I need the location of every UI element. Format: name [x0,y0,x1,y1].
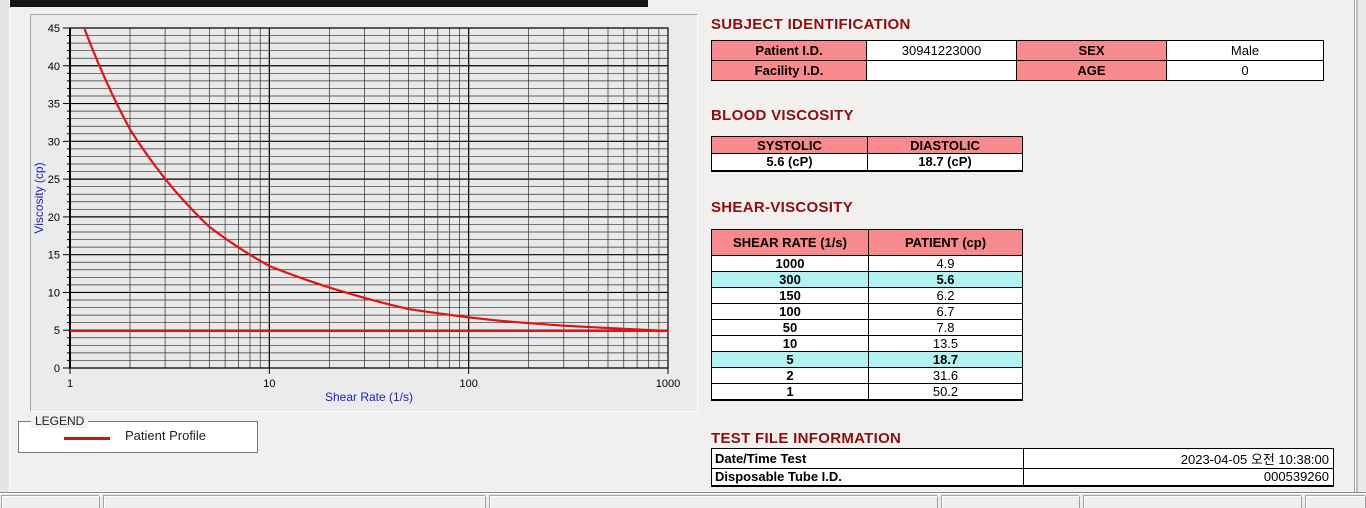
svg-text:40: 40 [48,61,60,73]
top-edge-bar [8,0,648,7]
table-row: 300 5.6 [711,271,1023,288]
shear-viscosity-table: SHEAR RATE (1/s) PATIENT (cp) 1000 4.9 300 5.… [711,229,1023,401]
subject-label-cell: AGE [1016,60,1167,81]
svg-text:30: 30 [48,136,60,148]
svg-text:20: 20 [48,212,60,224]
bottom-panel-segment[interactable] [1306,496,1366,508]
legend-line-swatch-icon [64,437,110,440]
subject-label-cell: Facility I.D. [711,60,867,81]
svg-text:1: 1 [67,378,73,390]
table-row: SHEAR RATE (1/s) PATIENT (cp) [711,229,1023,256]
subject-value-cell: 0 [1166,60,1324,81]
left-window-edge [0,0,10,508]
table-row: 5.6 (cP) 18.7 (cP) [711,153,1023,171]
subject-label-cell: Patient I.D. [711,40,867,61]
svg-text:Viscosity (cp): Viscosity (cp) [32,162,46,233]
patient-viscosity-cell: 4.9 [868,255,1023,272]
shear-rate-cell: 100 [711,303,869,320]
blood-viscosity-value-cell: 5.6 (cP) [711,153,868,171]
patient-viscosity-cell: 6.2 [868,287,1023,304]
svg-text:25: 25 [48,174,60,186]
shear-rate-cell: 2 [711,367,869,384]
legend-box: LEGEND Patient Profile [18,414,258,453]
test-file-label-cell: Disposable Tube I.D. [711,468,1024,486]
blood-viscosity-header-cell: SYSTOLIC [711,136,868,154]
bottom-panel-segment[interactable] [942,496,1080,508]
shear-rate-cell: 50 [711,319,869,336]
svg-text:5: 5 [54,325,60,337]
table-row: Facility I.D. AGE 0 [711,60,1324,81]
chart-panel: 0 5 10 15 20 25 30 35 40 45 1 10 100 1000 Shear Rate (… [30,14,698,412]
patient-viscosity-cell: 13.5 [868,335,1023,352]
section-title-shear-viscosity: SHEAR-VISCOSITY [711,199,854,216]
svg-text:45: 45 [48,23,60,35]
shear-viscosity-chart: 0 5 10 15 20 25 30 35 40 45 1 10 100 1000 Shear Rate (… [32,23,680,404]
bottom-panel-segment[interactable] [1084,496,1302,508]
subject-identification-table: Patient I.D. 30941223000 SEX Male Facility I… [711,40,1324,81]
shear-rate-cell: 1000 [711,255,869,272]
table-row: 10 13.5 [711,335,1023,352]
bottom-panel-segment[interactable] [104,496,486,508]
section-title-blood-viscosity: BLOOD VISCOSITY [711,107,854,124]
table-row: SYSTOLIC DIASTOLIC [711,136,1023,154]
patient-viscosity-cell: 18.7 [868,351,1023,368]
subject-label-cell: SEX [1016,40,1167,61]
bottom-panel-segment[interactable] [2,496,100,508]
section-title-subject-identification: SUBJECT IDENTIFICATION [711,16,911,33]
test-file-information-table: Date/Time Test 2023-04-05 오전 10:38:00 Disp… [711,448,1334,487]
table-row: 100 6.7 [711,303,1023,320]
shear-rate-cell: 300 [711,271,869,288]
patient-viscosity-cell: 31.6 [868,367,1023,384]
svg-text:100: 100 [459,378,477,390]
table-row: Date/Time Test 2023-04-05 오전 10:38:00 [711,448,1334,469]
patient-viscosity-cell: 5.6 [868,271,1023,288]
svg-text:10: 10 [48,287,60,299]
table-row: 2 31.6 [711,367,1023,384]
blood-viscosity-table: SYSTOLIC DIASTOLIC 5.6 (cP) 18.7 (cP) [711,136,1023,172]
blood-viscosity-value-cell: 18.7 (cP) [867,153,1023,171]
bottom-panel-segment[interactable] [490,496,938,508]
table-row: 1 50.2 [711,383,1023,401]
svg-text:10: 10 [263,378,275,390]
patient-viscosity-cell: 50.2 [868,383,1023,401]
shear-viscosity-header-cell: PATIENT (cp) [868,229,1023,256]
patient-viscosity-cell: 6.7 [868,303,1023,320]
table-row: Patient I.D. 30941223000 SEX Male [711,40,1324,61]
table-row: 150 6.2 [711,287,1023,304]
svg-text:1000: 1000 [656,378,680,390]
table-row: 1000 4.9 [711,255,1023,272]
svg-text:0: 0 [54,363,60,375]
test-file-value-cell: 2023-04-05 오전 10:38:00 [1023,448,1334,469]
legend-series-label: Patient Profile [125,428,206,443]
svg-text:35: 35 [48,99,60,111]
svg-text:15: 15 [48,250,60,262]
subject-value-cell: 30941223000 [866,40,1017,61]
subject-value-cell [866,60,1017,81]
section-title-test-file-information: TEST FILE INFORMATION [711,430,902,447]
subject-value-cell: Male [1166,40,1324,61]
shear-rate-cell: 150 [711,287,869,304]
table-row: Disposable Tube I.D. 000539260 [711,468,1334,486]
shear-rate-cell: 10 [711,335,869,352]
patient-viscosity-cell: 7.8 [868,319,1023,336]
shear-rate-cell: 5 [711,351,869,368]
shear-rate-cell: 1 [711,383,869,401]
blood-viscosity-header-cell: DIASTOLIC [867,136,1023,154]
test-file-value-cell: 000539260 [1023,468,1334,486]
shear-viscosity-header-cell: SHEAR RATE (1/s) [711,229,869,256]
test-file-label-cell: Date/Time Test [711,448,1024,469]
bottom-toolbar [0,492,1366,508]
svg-text:Shear Rate (1/s): Shear Rate (1/s) [325,390,413,404]
legend-caption: LEGEND [31,414,89,428]
right-window-edge [1354,0,1366,492]
table-row: 5 18.7 [711,351,1023,368]
table-row: 50 7.8 [711,319,1023,336]
